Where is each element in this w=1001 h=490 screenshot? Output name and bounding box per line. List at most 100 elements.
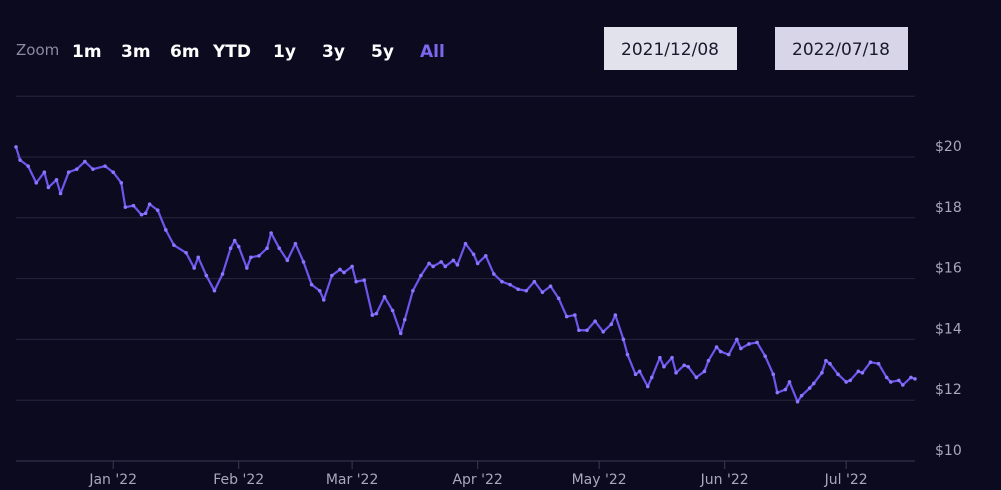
x-tick-label: Mar '22	[326, 472, 379, 488]
price-point	[293, 241, 298, 246]
price-point	[763, 354, 767, 358]
price-point	[155, 208, 160, 212]
price-point	[601, 330, 605, 334]
price-point	[164, 228, 168, 232]
price-point	[427, 261, 431, 266]
price-point	[824, 358, 828, 363]
price-point	[228, 246, 233, 250]
price-point	[236, 244, 241, 249]
price-point	[354, 279, 358, 284]
price-point	[66, 170, 71, 174]
price-point	[285, 258, 290, 263]
zoom-button[interactable]: 3y	[322, 42, 345, 62]
x-tick-label: Jan '22	[88, 472, 137, 488]
price-point	[787, 380, 792, 384]
price-point	[147, 202, 152, 206]
price-point	[674, 371, 678, 375]
price-point	[573, 313, 577, 317]
price-point	[739, 346, 743, 351]
x-tick-label: Feb '22	[213, 472, 264, 488]
x-tick-label: Jun '22	[700, 472, 749, 488]
price-point	[431, 264, 435, 269]
price-point	[755, 340, 759, 345]
y-tick-label: $20	[935, 139, 962, 155]
price-point	[374, 311, 379, 316]
zoom-button[interactable]: 1m	[72, 42, 102, 62]
price-point	[771, 372, 776, 377]
price-point	[909, 375, 913, 380]
price-point	[540, 290, 545, 295]
price-point	[402, 317, 407, 322]
date-to-text[interactable]: 2022/07/18	[792, 40, 890, 60]
price-point	[249, 255, 253, 260]
zoom-button[interactable]: All	[420, 42, 445, 62]
price-point	[621, 337, 626, 342]
price-point	[897, 378, 901, 383]
price-point	[439, 260, 444, 264]
price-point	[670, 355, 674, 360]
date-from[interactable]: 2021/12/08	[604, 27, 737, 70]
price-point	[212, 288, 217, 293]
price-point	[83, 159, 87, 164]
price-point	[868, 360, 873, 365]
zoom-button[interactable]: 5y	[371, 42, 394, 62]
price-point	[143, 211, 148, 216]
price-point	[860, 371, 865, 375]
price-point	[613, 313, 618, 317]
price-point	[370, 313, 375, 317]
date-to-box[interactable]	[775, 27, 908, 70]
price-point	[714, 345, 719, 349]
zoom-button[interactable]: 6m	[170, 42, 200, 62]
price-point	[463, 241, 468, 246]
price-point	[735, 337, 739, 342]
zoom-label: Zoom	[16, 41, 59, 59]
price-point	[42, 170, 47, 174]
price-point	[257, 254, 261, 258]
x-tick-label: May '22	[572, 472, 627, 488]
date-from-box[interactable]	[604, 27, 737, 70]
price-point	[577, 328, 581, 333]
price-point	[382, 295, 387, 299]
price-point	[848, 378, 853, 383]
price-point	[269, 231, 273, 235]
y-tick-label: $14	[935, 321, 962, 337]
price-point	[799, 393, 804, 398]
y-tick-label: $18	[935, 200, 962, 216]
price-point	[702, 369, 707, 374]
price-point	[645, 384, 650, 389]
date-to[interactable]: 2022/07/18	[775, 27, 908, 70]
price-point	[625, 352, 630, 357]
price-point	[172, 243, 176, 247]
price-point	[706, 358, 711, 363]
price-point	[317, 288, 322, 293]
x-tick-label: Jul '22	[824, 472, 868, 488]
price-point	[390, 308, 395, 313]
price-point	[342, 270, 346, 275]
price-point	[471, 252, 476, 257]
price-point	[844, 380, 848, 384]
price-point	[123, 205, 128, 209]
price-point	[524, 288, 529, 293]
x-tick-label: Apr '22	[452, 472, 502, 488]
price-point	[884, 375, 889, 380]
price-point	[18, 158, 22, 162]
price-point	[828, 361, 832, 366]
price-point	[807, 386, 812, 390]
price-point	[609, 322, 614, 327]
zoom-button[interactable]: 3m	[121, 42, 151, 62]
price-point	[220, 272, 225, 276]
price-point	[516, 287, 520, 292]
price-point	[726, 352, 731, 357]
price-point	[184, 250, 188, 255]
price-point	[795, 399, 800, 404]
price-point	[301, 260, 306, 264]
price-point	[277, 246, 282, 250]
date-from-text[interactable]: 2021/12/08	[621, 40, 719, 60]
price-point	[548, 284, 553, 289]
price-point	[192, 266, 196, 270]
price-point	[475, 261, 480, 266]
zoom-button[interactable]: YTD	[212, 42, 251, 62]
price-point	[686, 364, 691, 369]
price-point	[338, 267, 342, 272]
zoom-button[interactable]: 1y	[273, 42, 296, 62]
